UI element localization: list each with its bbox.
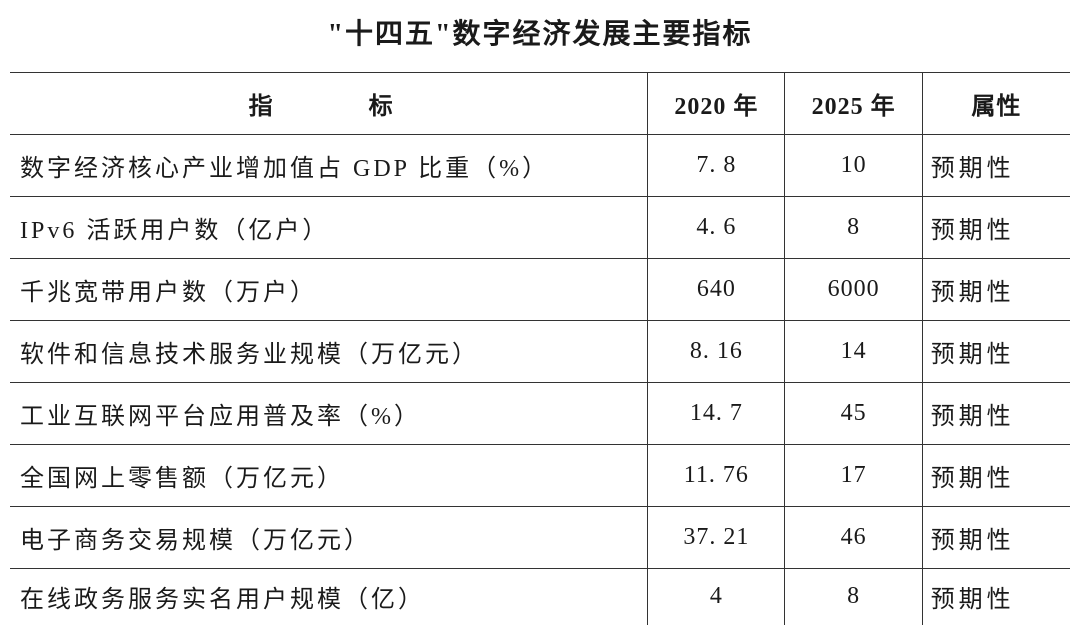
- header-indicator: 指 标: [10, 73, 648, 135]
- indicator-label: 工业互联网平台应用普及率（%）: [10, 383, 648, 445]
- value-2020: 4: [648, 569, 785, 625]
- indicator-label: 全国网上零售额（万亿元）: [10, 445, 648, 507]
- value-2020: 4. 6: [648, 197, 785, 259]
- value-2025: 10: [785, 135, 922, 197]
- value-2020: 14. 7: [648, 383, 785, 445]
- attribute-value: 预期性: [922, 507, 1070, 569]
- value-2020: 640: [648, 259, 785, 321]
- value-2020: 7. 8: [648, 135, 785, 197]
- table-row: 数字经济核心产业增加值占 GDP 比重（%） 7. 8 10 预期性: [10, 135, 1070, 197]
- value-2025: 17: [785, 445, 922, 507]
- attribute-value: 预期性: [922, 135, 1070, 197]
- indicator-label: 电子商务交易规模（万亿元）: [10, 507, 648, 569]
- header-2020: 2020 年: [648, 73, 785, 135]
- table-row: 工业互联网平台应用普及率（%） 14. 7 45 预期性: [10, 383, 1070, 445]
- indicators-table: 指 标 2020 年 2025 年 属性 数字经济核心产业增加值占 GDP 比重…: [10, 72, 1070, 625]
- value-2025: 46: [785, 507, 922, 569]
- value-2020: 8. 16: [648, 321, 785, 383]
- indicator-label: 数字经济核心产业增加值占 GDP 比重（%）: [10, 135, 648, 197]
- indicator-label: 软件和信息技术服务业规模（万亿元）: [10, 321, 648, 383]
- attribute-value: 预期性: [922, 259, 1070, 321]
- value-2025: 45: [785, 383, 922, 445]
- table-row: 在线政务服务实名用户规模（亿） 4 8 预期性: [10, 569, 1070, 625]
- value-2020: 37. 21: [648, 507, 785, 569]
- attribute-value: 预期性: [922, 569, 1070, 625]
- indicator-label: IPv6 活跃用户数（亿户）: [10, 197, 648, 259]
- attribute-value: 预期性: [922, 197, 1070, 259]
- value-2025: 8: [785, 197, 922, 259]
- table-row: 千兆宽带用户数（万户） 640 6000 预期性: [10, 259, 1070, 321]
- indicator-label: 千兆宽带用户数（万户）: [10, 259, 648, 321]
- value-2020: 11. 76: [648, 445, 785, 507]
- header-2025: 2025 年: [785, 73, 922, 135]
- value-2025: 6000: [785, 259, 922, 321]
- table-header-row: 指 标 2020 年 2025 年 属性: [10, 73, 1070, 135]
- page-title: "十四五"数字经济发展主要指标: [10, 12, 1070, 52]
- table-row: 电子商务交易规模（万亿元） 37. 21 46 预期性: [10, 507, 1070, 569]
- table-row: 全国网上零售额（万亿元） 11. 76 17 预期性: [10, 445, 1070, 507]
- table-row: 软件和信息技术服务业规模（万亿元） 8. 16 14 预期性: [10, 321, 1070, 383]
- attribute-value: 预期性: [922, 321, 1070, 383]
- table-row: IPv6 活跃用户数（亿户） 4. 6 8 预期性: [10, 197, 1070, 259]
- attribute-value: 预期性: [922, 445, 1070, 507]
- value-2025: 14: [785, 321, 922, 383]
- header-attribute: 属性: [922, 73, 1070, 135]
- value-2025: 8: [785, 569, 922, 625]
- attribute-value: 预期性: [922, 383, 1070, 445]
- indicator-label: 在线政务服务实名用户规模（亿）: [10, 569, 648, 625]
